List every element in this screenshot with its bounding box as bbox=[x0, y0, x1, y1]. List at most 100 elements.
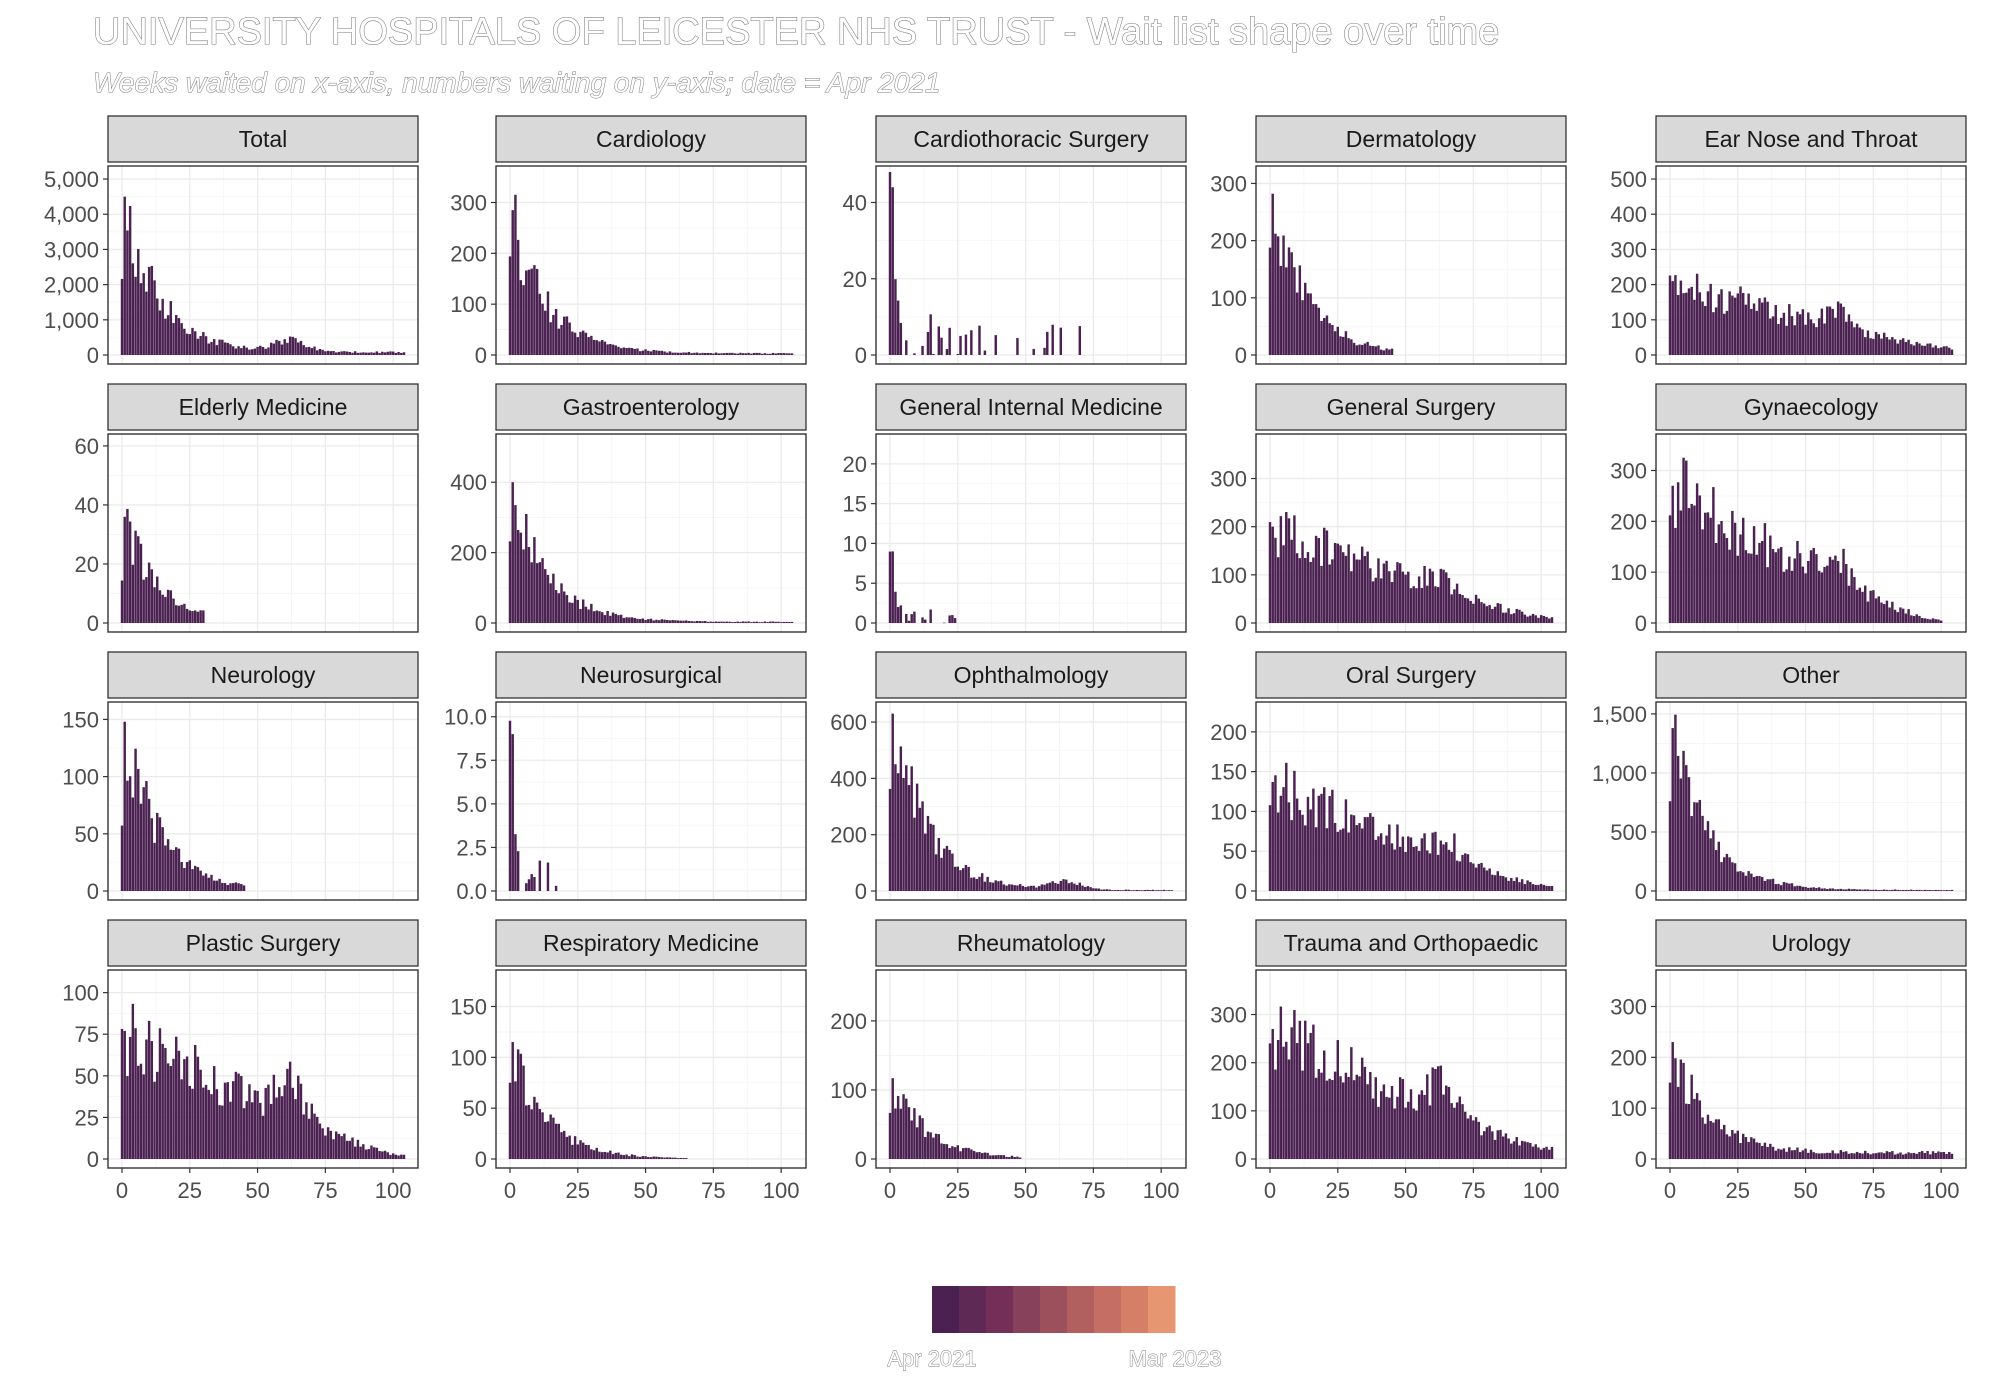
bar-cardiothoracic-surgery-week-3 bbox=[896, 300, 900, 355]
bar-ophthalmology-week-78 bbox=[1100, 889, 1103, 891]
bar-general-surgery-week-84 bbox=[1496, 603, 1499, 623]
bar-dermatology-week-26 bbox=[1339, 336, 1342, 355]
bar-oral-surgery-week-91 bbox=[1515, 877, 1518, 891]
bar-rheumatology-week-18 bbox=[937, 1134, 941, 1159]
bar-general-surgery-week-8 bbox=[1290, 539, 1293, 623]
facet-strip-other bbox=[1655, 651, 1967, 699]
bar-rheumatology-week-11 bbox=[918, 1115, 922, 1159]
bar-ear-nose-and-throat-week-21 bbox=[1725, 310, 1729, 355]
bar-respiratory-medicine-week-55 bbox=[657, 1157, 661, 1159]
bar-elderly-medicine-week-29 bbox=[199, 610, 202, 623]
bar-ophthalmology-week-10 bbox=[915, 783, 919, 891]
bar-cardiothoracic-surgery-week-18 bbox=[937, 326, 941, 355]
bar-gynaecology-week-40 bbox=[1777, 548, 1780, 623]
bar-gynaecology-week-75 bbox=[1872, 590, 1875, 623]
bar-other-week-0 bbox=[1668, 801, 1672, 891]
bar-oral-surgery-week-35 bbox=[1363, 817, 1367, 891]
bar-trauma-and-orthopaedic-week-85 bbox=[1499, 1129, 1502, 1159]
bar-cardiothoracic-surgery-week-57 bbox=[1043, 347, 1046, 355]
bar-gastroenterology-week-81 bbox=[728, 621, 731, 623]
x-tick-label-urology: 75 bbox=[1861, 1178, 1885, 1203]
bar-cardiothoracic-surgery-week-25 bbox=[956, 354, 960, 355]
bar-oral-surgery-week-8 bbox=[1290, 820, 1293, 891]
y-tick-label-total: 1,000 bbox=[44, 308, 99, 333]
bar-neurology-week-22 bbox=[180, 861, 183, 891]
bar-general-surgery-week-47 bbox=[1396, 562, 1399, 623]
bar-cardiology-week-80 bbox=[725, 352, 729, 355]
bar-oral-surgery-week-88 bbox=[1507, 880, 1510, 891]
bar-urology-week-50 bbox=[1804, 1148, 1807, 1159]
bar-other-week-81 bbox=[1888, 890, 1891, 891]
bar-oral-surgery-week-86 bbox=[1501, 876, 1505, 891]
bar-other-week-65 bbox=[1845, 889, 1848, 891]
bar-ophthalmology-week-82 bbox=[1111, 890, 1114, 891]
bar-gynaecology-week-2 bbox=[1674, 527, 1677, 623]
bar-cardiology-week-9 bbox=[533, 265, 536, 355]
panel-border-elderly-medicine bbox=[107, 433, 419, 633]
bar-respiratory-medicine-week-7 bbox=[527, 1104, 531, 1159]
bar-neurology-week-2 bbox=[126, 780, 129, 891]
x-tick-label-respiratory-medicine: 75 bbox=[701, 1178, 725, 1203]
bar-other-week-64 bbox=[1842, 889, 1845, 891]
panel-border-ear-nose-and-throat bbox=[1655, 165, 1967, 365]
bar-plastic-surgery-week-47 bbox=[248, 1084, 251, 1159]
bar-oral-surgery-week-3 bbox=[1276, 812, 1280, 891]
bar-trauma-and-orthopaedic-week-31 bbox=[1352, 1080, 1356, 1159]
bar-urology-week-80 bbox=[1885, 1151, 1889, 1159]
bar-total-week-8 bbox=[142, 273, 145, 355]
bar-ear-nose-and-throat-week-76 bbox=[1874, 331, 1878, 355]
bar-urology-week-97 bbox=[1931, 1151, 1935, 1159]
y-tick-label-oral-surgery: 150 bbox=[1210, 760, 1247, 785]
bar-oral-surgery-week-58 bbox=[1426, 850, 1429, 891]
bar-general-surgery-week-39 bbox=[1374, 577, 1377, 623]
y-tick-label-dermatology: 200 bbox=[1210, 229, 1247, 254]
bar-ophthalmology-week-37 bbox=[989, 882, 992, 891]
bar-other-week-3 bbox=[1676, 755, 1680, 891]
bar-other-week-37 bbox=[1769, 879, 1772, 891]
bar-cardiology-week-29 bbox=[587, 337, 590, 355]
bar-other-week-26 bbox=[1739, 871, 1742, 891]
bar-trauma-and-orthopaedic-week-38 bbox=[1371, 1098, 1375, 1159]
bar-ear-nose-and-throat-week-51 bbox=[1807, 312, 1810, 355]
bar-ophthalmology-week-43 bbox=[1005, 885, 1008, 891]
bar-gynaecology-week-82 bbox=[1891, 601, 1894, 623]
bar-trauma-and-orthopaedic-week-51 bbox=[1407, 1101, 1410, 1159]
bar-trauma-and-orthopaedic-week-60 bbox=[1431, 1067, 1434, 1159]
bar-elderly-medicine-week-28 bbox=[196, 611, 200, 623]
bar-respiratory-medicine-week-56 bbox=[660, 1157, 664, 1159]
bar-oral-surgery-week-96 bbox=[1529, 881, 1532, 891]
bar-urology-week-34 bbox=[1760, 1145, 1764, 1159]
y-tick-label-other: 0 bbox=[1635, 879, 1647, 904]
bar-trauma-and-orthopaedic-week-33 bbox=[1358, 1076, 1361, 1159]
legend-swatch-7 bbox=[1121, 1286, 1149, 1333]
bar-neurology-week-26 bbox=[191, 869, 194, 891]
bar-cardiology-week-3 bbox=[516, 239, 520, 355]
bar-ear-nose-and-throat-week-86 bbox=[1901, 338, 1905, 355]
bar-gastroenterology-week-77 bbox=[717, 621, 721, 623]
bar-total-week-19 bbox=[172, 322, 175, 355]
bar-total-week-27 bbox=[193, 331, 197, 355]
bar-elderly-medicine-week-2 bbox=[126, 508, 129, 623]
x-tick-label-rheumatology: 0 bbox=[884, 1178, 896, 1203]
bar-elderly-medicine-week-20 bbox=[175, 605, 178, 623]
panel-border-general-surgery bbox=[1255, 433, 1567, 633]
bar-ophthalmology-week-28 bbox=[964, 864, 968, 891]
bar-total-week-7 bbox=[139, 283, 143, 355]
bar-general-surgery-week-22 bbox=[1328, 564, 1331, 623]
bar-other-week-75 bbox=[1872, 889, 1875, 891]
bar-gynaecology-week-27 bbox=[1741, 517, 1745, 623]
y-tick-label-plastic-surgery: 100 bbox=[62, 981, 99, 1006]
bar-general-surgery-week-23 bbox=[1331, 559, 1334, 623]
bar-trauma-and-orthopaedic-week-20 bbox=[1323, 1050, 1326, 1159]
bar-cardiology-week-104 bbox=[790, 353, 794, 355]
bar-trauma-and-orthopaedic-week-58 bbox=[1426, 1074, 1429, 1159]
bar-total-week-30 bbox=[202, 332, 205, 355]
bar-elderly-medicine-week-25 bbox=[188, 610, 192, 623]
facet-label-other: Other bbox=[1782, 662, 1840, 688]
bar-rheumatology-week-22 bbox=[948, 1147, 951, 1159]
bar-urology-week-1 bbox=[1671, 1042, 1674, 1159]
bar-ophthalmology-week-103 bbox=[1168, 890, 1171, 891]
bar-gastroenterology-week-51 bbox=[647, 619, 650, 623]
bar-general-surgery-week-1 bbox=[1271, 526, 1274, 623]
